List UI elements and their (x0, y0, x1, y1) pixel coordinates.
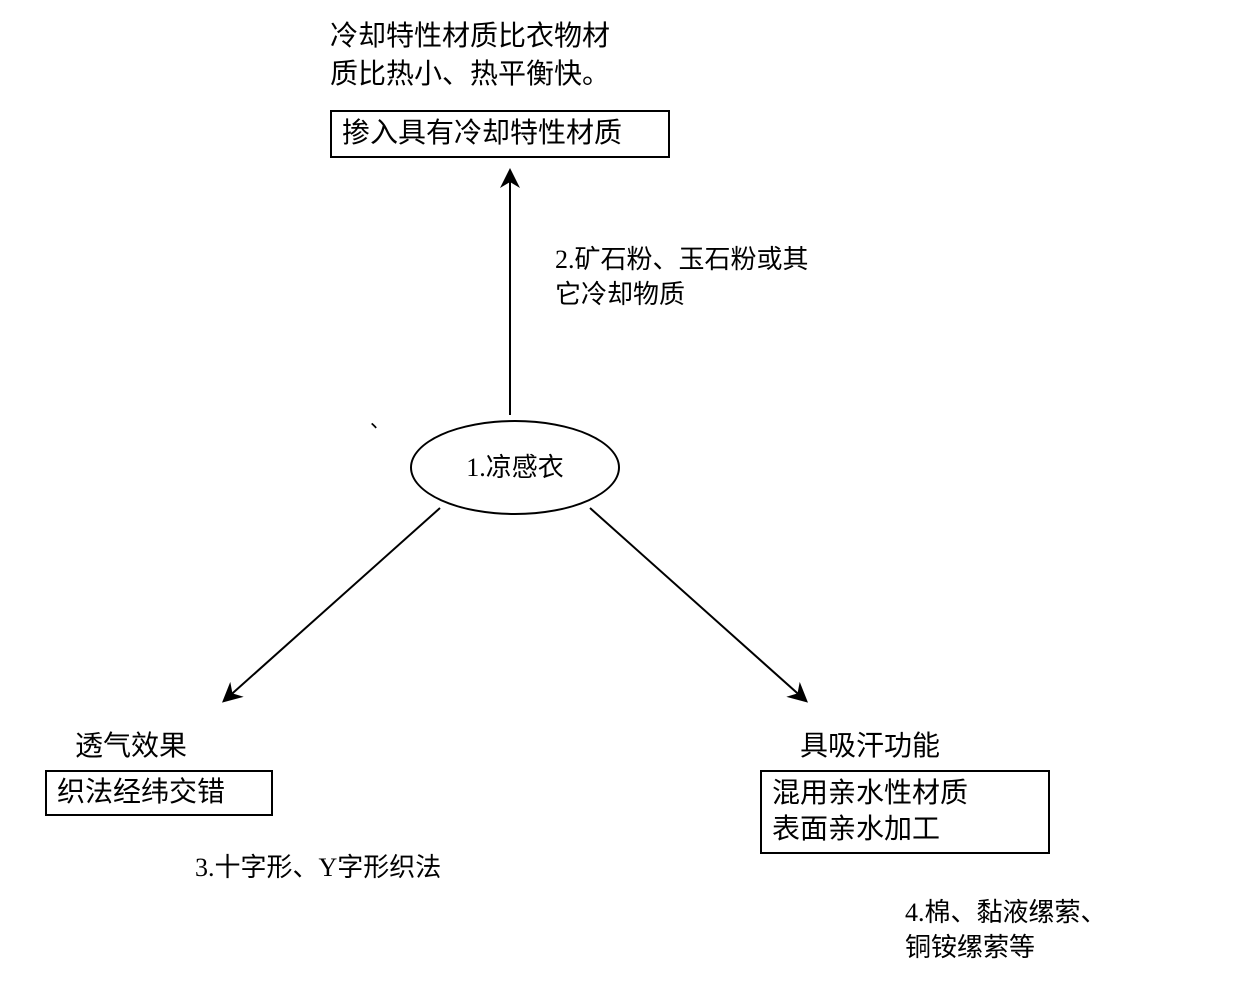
center-node-label: 1.凉感衣 (466, 450, 564, 485)
left-note: 透气效果 (75, 728, 187, 766)
top-box: 掺入具有冷却特性材质 (330, 110, 670, 158)
top-note: 冷却特性材质比衣物材 质比热小、热平衡快。 (330, 18, 610, 94)
stray-mark: 、 (370, 408, 390, 435)
top-box-label: 掺入具有冷却特性材质 (342, 115, 622, 153)
arrow-right (590, 508, 805, 700)
right-box-label: 混用亲水性材质 表面亲水加工 (772, 776, 968, 849)
arrow-left (225, 508, 440, 700)
top-edge-label: 2.矿石粉、玉石粉或其 它冷却物质 (555, 242, 809, 312)
right-edge-label: 4.棉、黏液缧萦、 铜铵缧萦等 (905, 895, 1107, 965)
left-box: 织法经纬交错 (45, 770, 273, 816)
right-box: 混用亲水性材质 表面亲水加工 (760, 770, 1050, 854)
right-note: 具吸汗功能 (800, 728, 940, 766)
left-edge-label: 3.十字形、Y字形织法 (195, 850, 441, 885)
diagram-canvas: 冷却特性材质比衣物材 质比热小、热平衡快。 掺入具有冷却特性材质 2.矿石粉、玉… (0, 0, 1240, 988)
left-box-label: 织法经纬交错 (57, 774, 225, 812)
center-node: 1.凉感衣 (410, 420, 620, 515)
